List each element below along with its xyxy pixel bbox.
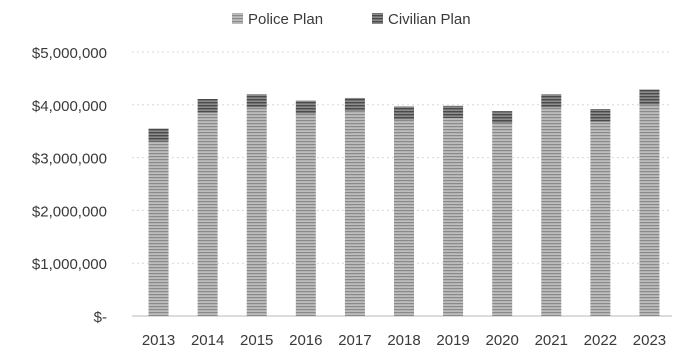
legend-label-civilian: Civilian Plan [388,11,471,28]
y-tick-label: $2,000,000 [32,203,107,220]
x-tick-label: 2018 [387,332,420,349]
bar-police-2017 [344,111,365,316]
legend-swatch-police [232,13,243,24]
bar-police-2016 [295,113,316,316]
y-tick-label: $3,000,000 [32,151,107,168]
bar-police-2015 [246,107,267,316]
bar-police-2013 [148,141,169,316]
bar-civilian-2018 [394,106,414,120]
legend-label-police: Police Plan [248,11,323,28]
legend: Police Plan Civilian Plan [232,11,471,28]
bar-police-2022 [590,121,611,316]
bar-police-2018 [394,119,414,316]
bar-civilian-2016 [295,100,316,114]
bar-civilian-2021 [541,94,562,108]
bar-civilian-2022 [590,109,611,122]
bar-civilian-2015 [246,94,267,108]
x-axis-tick-labels: 2013 2014 2015 2016 2017 2018 2019 2020 2021 2022… [142,332,666,349]
x-tick-label: 2014 [191,332,224,349]
x-tick-label: 2017 [338,332,371,349]
x-tick-label: 2019 [436,332,469,349]
x-tick-label: 2022 [584,332,617,349]
x-tick-label: 2023 [633,332,666,349]
bar-civilian-2013 [148,128,169,142]
x-tick-label: 2020 [485,332,518,349]
y-axis-tick-labels: $- $1,000,000 $2,000,000 $3,000,000 $4,000,0… [32,45,107,326]
x-tick-label: 2015 [240,332,273,349]
bar-civilian-2014 [197,98,218,113]
y-tick-label: $1,000,000 [32,256,107,273]
bar-police-2021 [541,107,562,316]
bar-civilian-2020 [492,111,513,124]
y-tick-label: $4,000,000 [32,98,107,115]
x-tick-label: 2021 [535,332,568,349]
bar-police-2019 [443,118,464,316]
bar-civilian-2017 [344,97,365,112]
bar-civilian-2023 [639,89,660,105]
bars [148,89,660,316]
bar-police-2023 [639,104,660,316]
bar-police-2020 [492,123,513,316]
y-tick-label: $5,000,000 [32,45,107,62]
legend-swatch-civilian [372,13,383,24]
x-tick-label: 2013 [142,332,175,349]
bar-civilian-2019 [443,105,464,118]
x-tick-label: 2016 [289,332,322,349]
y-tick-label: $- [94,309,107,326]
bar-police-2014 [197,112,218,316]
